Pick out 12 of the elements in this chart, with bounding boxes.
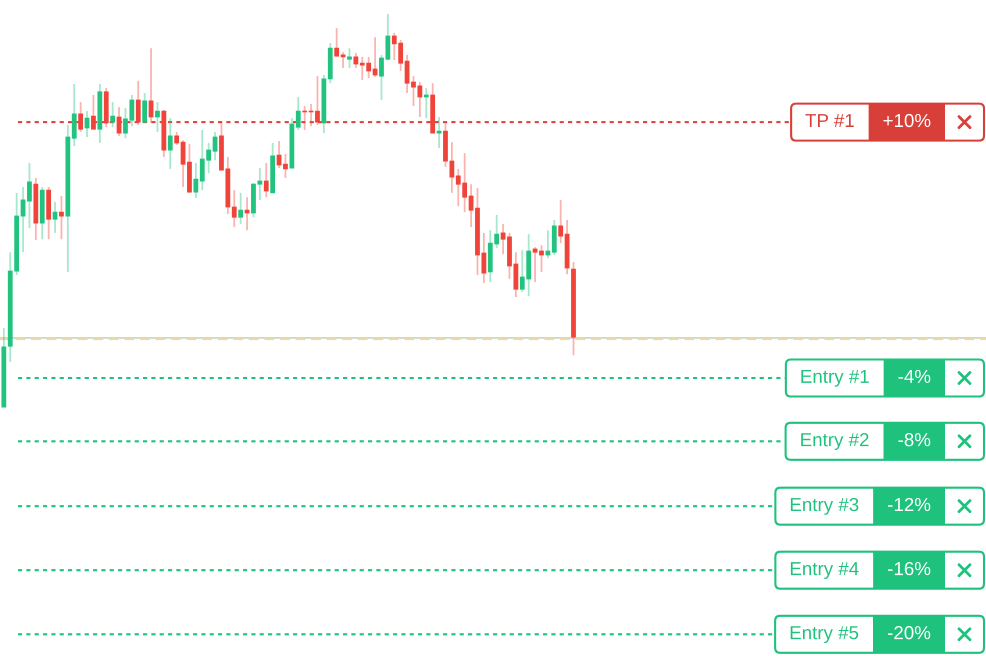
ref-line-label: Entry #3 <box>790 498 858 515</box>
ref-line-label: Entry #1 <box>801 370 869 387</box>
text: -4% <box>898 370 930 383</box>
text: -12% <box>888 498 930 512</box>
ref-line-label: Entry #4 <box>790 562 859 579</box>
ref-line-label: Entry #2 <box>801 433 869 450</box>
text: -16% <box>888 562 930 576</box>
ref-line-label: Entry #5 <box>790 626 858 644</box>
ref-line-label: TP #1 <box>805 114 854 127</box>
text: -20% <box>888 626 930 640</box>
text: -8% <box>898 433 930 446</box>
text: +10% <box>883 114 930 128</box>
